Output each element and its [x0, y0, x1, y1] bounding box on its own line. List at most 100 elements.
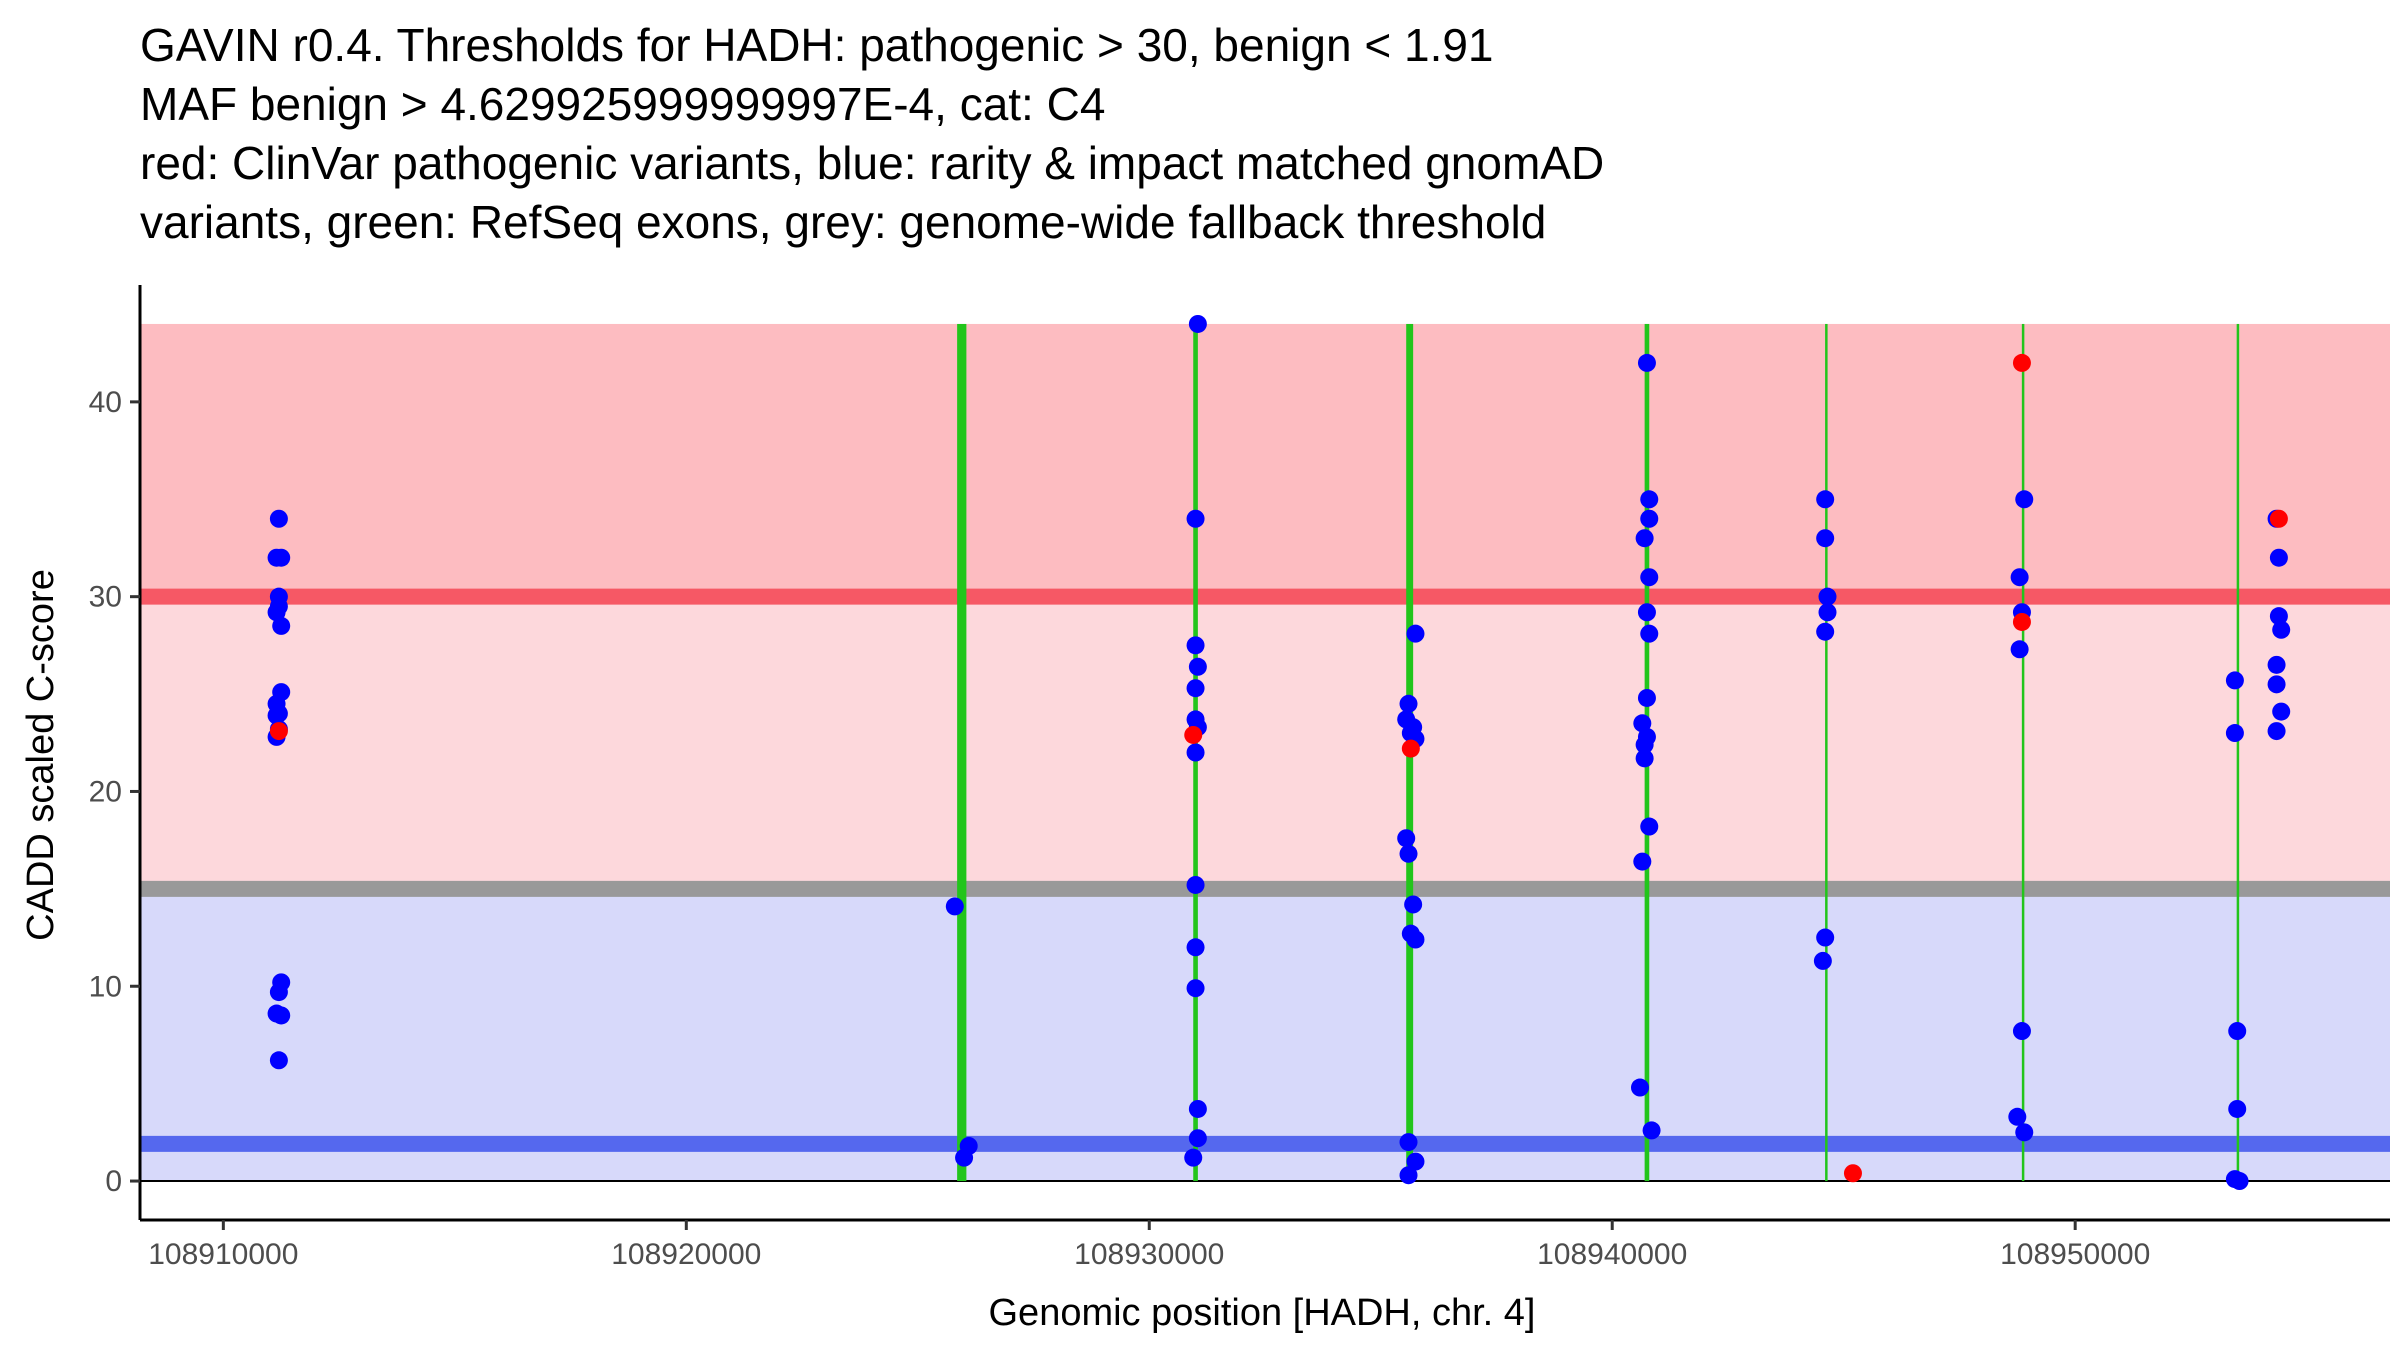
gnomad-point [1186, 509, 1205, 528]
title-line-3: red: ClinVar pathogenic variants, blue: … [140, 137, 1605, 189]
gnomad-point [1188, 314, 1207, 333]
gnomad-point [1186, 679, 1205, 698]
gnomad-point [1637, 353, 1656, 372]
gnomad-point [2269, 548, 2288, 567]
y-tick-label: 0 [105, 1165, 122, 1198]
x-tick-label: 108940000 [1537, 1238, 1687, 1271]
gnomad-point [1640, 624, 1659, 643]
gnomad-point [1818, 603, 1837, 622]
y-tick-label: 10 [89, 970, 122, 1003]
gnomad-point [1818, 587, 1837, 606]
gnomad-point [1637, 603, 1656, 622]
gnomad-point [1640, 490, 1659, 509]
x-axis-title: Genomic position [HADH, chr. 4] [989, 1292, 1536, 1334]
pathogenic-region [140, 323, 2390, 597]
gnomad-point [272, 616, 291, 635]
y-ticks: 0 10 20 30 40 [89, 386, 140, 1198]
gnomad-point [1186, 938, 1205, 957]
clinvar-point [2012, 353, 2031, 372]
gnomad-point [2269, 607, 2288, 626]
gnomad-point [1399, 694, 1418, 713]
clinvar-point [2269, 509, 2288, 528]
gnomad-point [272, 548, 291, 567]
gnomad-point [1188, 1099, 1207, 1118]
exon-band [1825, 323, 1828, 1182]
gnomad-point [267, 706, 286, 725]
gnomad-point [1406, 1152, 1425, 1171]
gnomad-point [2015, 490, 2034, 509]
gnomad-point [2012, 1022, 2031, 1041]
clinvar-point [2012, 612, 2031, 631]
gnomad-point [2010, 568, 2029, 587]
title-line-4: variants, green: RefSeq exons, grey: gen… [140, 196, 1547, 248]
gnomad-point [269, 1051, 288, 1070]
gnomad-point [2230, 1172, 2249, 1191]
gnomad-point [2010, 640, 2029, 659]
gnomad-point [2267, 675, 2286, 694]
gnomad-point [1635, 749, 1654, 768]
x-tick-label: 108950000 [2000, 1238, 2150, 1271]
gnomad-point [1188, 657, 1207, 676]
gnomad-point [1637, 688, 1656, 707]
vus-region [140, 596, 2390, 889]
gnomad-point [945, 897, 964, 916]
gnomad-point [1399, 844, 1418, 863]
gnomad-point [1186, 979, 1205, 998]
title-line-1: GAVIN r0.4. Thresholds for HADH: pathoge… [140, 19, 1494, 71]
gnomad-point [1406, 624, 1425, 643]
gnomad-point [1397, 829, 1416, 848]
gnomad-point [1399, 1133, 1418, 1152]
gnomad-point [272, 1006, 291, 1025]
gnomad-point [1184, 1148, 1203, 1167]
clinvar-point [269, 722, 288, 741]
x-ticks: 108910000 108920000 108930000 108940000 1089… [148, 1220, 2150, 1271]
gnomad-point [2267, 655, 2286, 674]
gnomad-point [1404, 895, 1423, 914]
gnomad-point [2228, 1099, 2247, 1118]
gnomad-point [1816, 928, 1835, 947]
threshold-lines [140, 588, 2390, 1183]
y-axis-title: CADD scaled C-score [20, 569, 62, 941]
gnomad-point [269, 983, 288, 1002]
y-tick-label: 20 [89, 775, 122, 808]
exon-band [2021, 323, 2025, 1182]
gnomad-point [2225, 671, 2244, 690]
gnomad-point [2267, 722, 2286, 741]
y-tick-label: 30 [89, 581, 122, 614]
clinvar-point [1184, 725, 1203, 744]
gnomad-point [1186, 743, 1205, 762]
title-line-2: MAF benign > 4.629925999999997E-4, cat: … [140, 78, 1106, 130]
gnomad-point [1188, 1129, 1207, 1148]
x-tick-label: 108930000 [1074, 1238, 1224, 1271]
axes [138, 285, 2390, 1222]
clinvar-point [1843, 1164, 1862, 1183]
gnomad-point [959, 1136, 978, 1155]
gnomad-point [1186, 875, 1205, 894]
gnomad-point [1816, 529, 1835, 548]
gnomad-point [1186, 636, 1205, 655]
gnomad-point [2015, 1123, 2034, 1142]
gnomad-point [1816, 490, 1835, 509]
exon-band [2236, 323, 2240, 1182]
gnomad-point [1813, 951, 1832, 970]
gnomad-point [2008, 1107, 2027, 1126]
gnomad-point [1642, 1121, 1661, 1140]
gnomad-point [2272, 702, 2291, 721]
threshold-regions [140, 323, 2390, 1182]
gnomad-point [1635, 735, 1654, 754]
gnomad-point [1635, 529, 1654, 548]
gnomad-point [1399, 1166, 1418, 1185]
x-tick-label: 108910000 [148, 1238, 298, 1271]
gnomad-point [1406, 930, 1425, 949]
gnomad-point [1816, 622, 1835, 641]
gnomad-point [267, 603, 286, 622]
gnomad-point [1633, 852, 1652, 871]
gnomad-point [2225, 724, 2244, 743]
gnomad-point [1633, 714, 1652, 733]
y-tick-label: 40 [89, 386, 122, 419]
variant-points [267, 314, 2291, 1191]
gnomad-point [2272, 620, 2291, 639]
x-tick-label: 108920000 [611, 1238, 761, 1271]
exon-band [957, 323, 967, 1182]
